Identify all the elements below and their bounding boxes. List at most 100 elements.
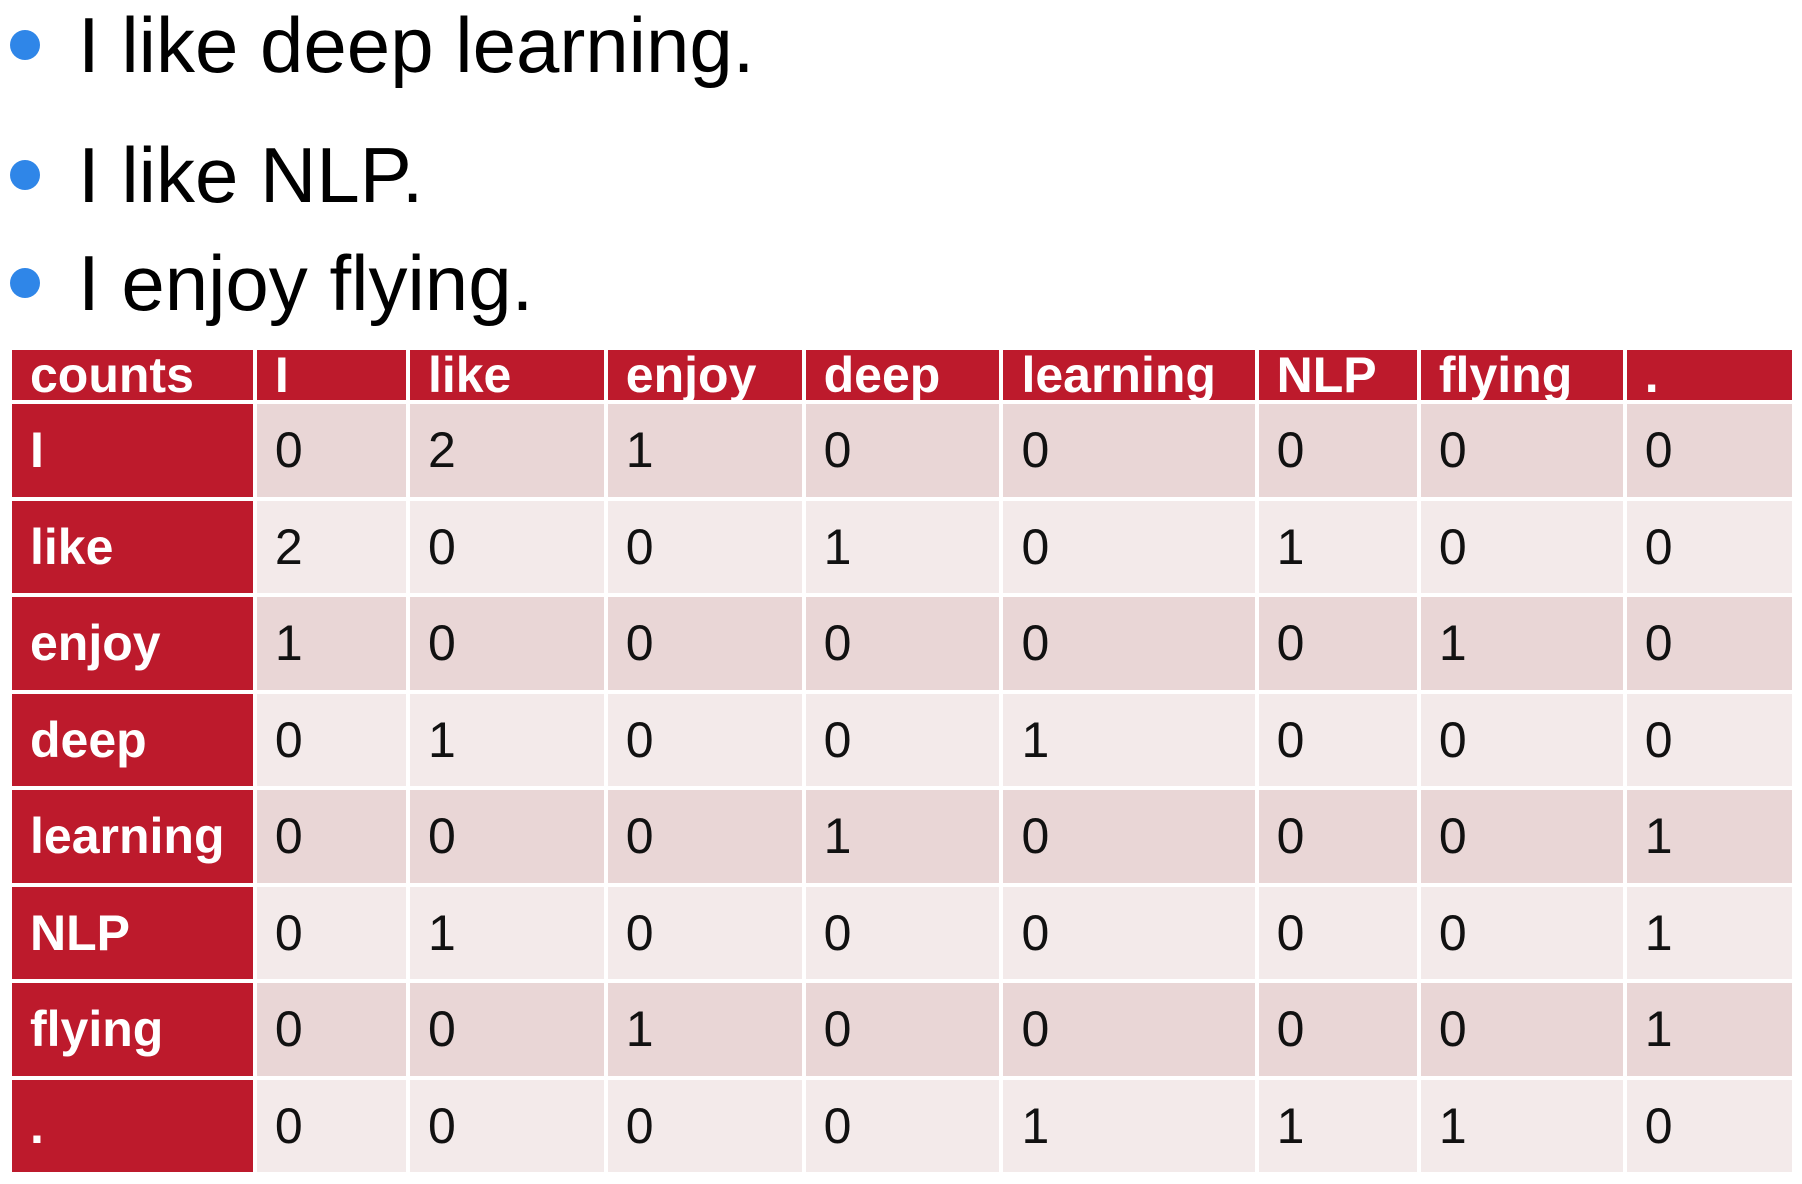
sentence-text: I like NLP. <box>78 131 424 219</box>
count-cell: 0 <box>256 886 406 979</box>
column-header: . <box>1626 350 1792 400</box>
count-cell: 0 <box>1626 597 1792 690</box>
count-cell: 1 <box>1626 790 1792 883</box>
count-cell: 0 <box>805 886 1000 979</box>
count-cell: 2 <box>409 404 604 497</box>
count-cell: 0 <box>1420 790 1623 883</box>
column-header: NLP <box>1258 350 1417 400</box>
count-cell: 0 <box>409 790 604 883</box>
count-cell: 0 <box>1626 693 1792 786</box>
count-cell: 0 <box>256 983 406 1076</box>
count-cell: 1 <box>1420 597 1623 690</box>
count-cell: 0 <box>805 404 1000 497</box>
sentence-text: I enjoy flying. <box>78 239 534 327</box>
count-cell: 0 <box>1003 790 1255 883</box>
count-cell: 0 <box>607 693 802 786</box>
row-header: deep <box>12 693 253 786</box>
count-cell: 1 <box>1626 983 1792 1076</box>
row-header: like <box>12 500 253 593</box>
count-cell: 0 <box>256 693 406 786</box>
count-cell: 1 <box>607 404 802 497</box>
count-cell: 0 <box>1626 1079 1792 1172</box>
count-cell: 0 <box>1420 983 1623 1076</box>
count-cell: 0 <box>256 404 406 497</box>
count-cell: 1 <box>256 597 406 690</box>
count-cell: 0 <box>1258 404 1417 497</box>
matrix-header: counts I like enjoy deep learning NLP fl… <box>12 350 1792 400</box>
count-cell: 1 <box>1626 886 1792 979</box>
sentence-item: I like NLP. <box>10 120 423 230</box>
count-cell: 0 <box>1258 886 1417 979</box>
row-header: flying <box>12 983 253 1076</box>
count-cell: 1 <box>1258 500 1417 593</box>
count-cell: 1 <box>1003 693 1255 786</box>
count-cell: 1 <box>1003 1079 1255 1172</box>
table-row: I 0 2 1 0 0 0 0 0 <box>12 404 1792 497</box>
table-row: NLP 0 1 0 0 0 0 0 1 <box>12 886 1792 979</box>
row-header: . <box>12 1079 253 1172</box>
count-cell: 0 <box>256 790 406 883</box>
count-cell: 0 <box>607 886 802 979</box>
count-cell: 0 <box>1003 597 1255 690</box>
column-header: enjoy <box>607 350 802 400</box>
count-cell: 0 <box>1258 983 1417 1076</box>
count-cell: 0 <box>409 597 604 690</box>
count-cell: 0 <box>805 693 1000 786</box>
count-cell: 0 <box>607 1079 802 1172</box>
sentence-item: I enjoy flying. <box>10 228 533 338</box>
count-cell: 0 <box>607 597 802 690</box>
count-cell: 0 <box>1003 500 1255 593</box>
corner-cell: counts <box>12 350 253 400</box>
count-cell: 2 <box>256 500 406 593</box>
count-cell: 0 <box>1420 693 1623 786</box>
table-row: learning 0 0 0 1 0 0 0 1 <box>12 790 1792 883</box>
count-cell: 0 <box>607 790 802 883</box>
table-row: flying 0 0 1 0 0 0 0 1 <box>12 983 1792 1076</box>
count-cell: 0 <box>1003 404 1255 497</box>
row-header: enjoy <box>12 597 253 690</box>
count-cell: 0 <box>1420 500 1623 593</box>
count-cell: 1 <box>1420 1079 1623 1172</box>
row-header: NLP <box>12 886 253 979</box>
count-cell: 0 <box>805 983 1000 1076</box>
count-cell: 0 <box>1258 790 1417 883</box>
table-row: deep 0 1 0 0 1 0 0 0 <box>12 693 1792 786</box>
count-cell: 0 <box>409 500 604 593</box>
count-cell: 0 <box>1258 597 1417 690</box>
count-cell: 0 <box>1420 886 1623 979</box>
row-header: I <box>12 404 253 497</box>
count-cell: 0 <box>1258 693 1417 786</box>
cooccurrence-matrix: counts I like enjoy deep learning NLP fl… <box>8 346 1796 1176</box>
matrix-body: I 0 2 1 0 0 0 0 0 like 2 0 0 1 0 1 0 0 e… <box>12 404 1792 1172</box>
count-cell: 0 <box>1420 404 1623 497</box>
count-cell: 0 <box>805 597 1000 690</box>
sentence-item: I like deep learning. <box>10 0 754 100</box>
column-header: like <box>409 350 604 400</box>
count-cell: 1 <box>1258 1079 1417 1172</box>
count-cell: 0 <box>409 983 604 1076</box>
table-row: enjoy 1 0 0 0 0 0 1 0 <box>12 597 1792 690</box>
header-row: counts I like enjoy deep learning NLP fl… <box>12 350 1792 400</box>
count-cell: 0 <box>607 500 802 593</box>
count-cell: 1 <box>409 886 604 979</box>
count-cell: 1 <box>607 983 802 1076</box>
count-cell: 1 <box>805 500 1000 593</box>
table-row: like 2 0 0 1 0 1 0 0 <box>12 500 1792 593</box>
count-cell: 0 <box>1626 404 1792 497</box>
count-cell: 0 <box>409 1079 604 1172</box>
count-cell: 1 <box>805 790 1000 883</box>
column-header: learning <box>1003 350 1255 400</box>
count-cell: 0 <box>1003 983 1255 1076</box>
column-header: deep <box>805 350 1000 400</box>
table-row: . 0 0 0 0 1 1 1 0 <box>12 1079 1792 1172</box>
count-cell: 0 <box>1003 886 1255 979</box>
count-cell: 0 <box>256 1079 406 1172</box>
bullet-dot-icon <box>10 30 40 60</box>
column-header: I <box>256 350 406 400</box>
count-cell: 0 <box>1626 500 1792 593</box>
bullet-dot-icon <box>10 268 40 298</box>
bullet-dot-icon <box>10 160 40 190</box>
count-cell: 1 <box>409 693 604 786</box>
count-cell: 0 <box>805 1079 1000 1172</box>
sentence-text: I like deep learning. <box>78 1 755 89</box>
